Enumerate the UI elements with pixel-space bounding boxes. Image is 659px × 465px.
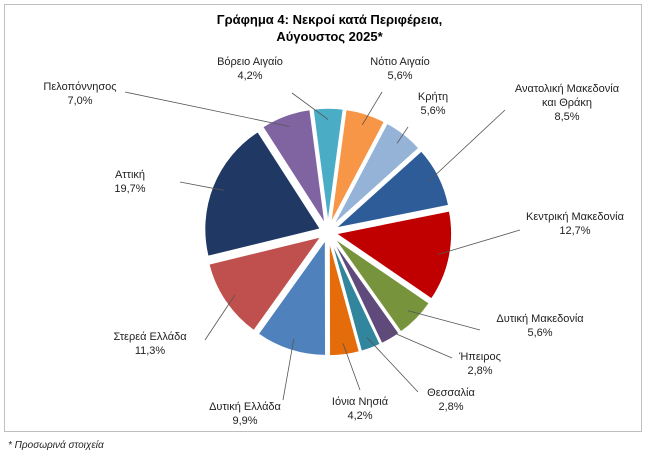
label-name: Αττική (114, 169, 146, 181)
label-name: Δυτική Μακεδονία (496, 313, 584, 325)
leader-line (366, 337, 419, 393)
leader-line (396, 126, 409, 144)
pie-slice (257, 237, 327, 357)
label-name: Δυτική Ελλάδα (209, 401, 281, 413)
leader-line (282, 338, 295, 401)
leader-line (291, 92, 329, 120)
chart-title: Γράφημα 4: Νεκροί κατά Περιφέρεια, (216, 12, 443, 27)
pie-slice (333, 236, 431, 334)
label-name: Νότιο Αιγαίο (370, 56, 430, 68)
pie-slice (332, 122, 421, 227)
data-label: Κρήτη 5,6% (403, 90, 463, 118)
chart-frame (4, 4, 642, 432)
pie-slice (330, 239, 382, 353)
label-name: Πελοπόννησος (43, 81, 117, 93)
label-value: 5,6% (527, 327, 553, 339)
pie-slice (207, 235, 324, 332)
data-label: Ανατολική Μακεδονία και Θράκη 8,5% (512, 82, 622, 124)
label-value: 12,7% (559, 225, 591, 237)
leader-line (438, 229, 521, 255)
label-name: Ιόνια Νησιά (331, 396, 389, 408)
data-label: Δυτική Ελλάδα 9,9% (200, 400, 290, 428)
data-label: Νότιο Αιγαίο 5,6% (345, 55, 455, 83)
pie-slice (328, 239, 361, 357)
label-value: 11,3% (134, 345, 166, 357)
chart-subtitle: Αύγουστος 2025* (276, 29, 383, 44)
data-label: Στερεά Ελλάδα 11,3% (100, 330, 200, 358)
leader-line (124, 91, 290, 127)
label-value: 9,9% (232, 415, 258, 427)
label-name: Κεντρική Μακεδονία (526, 211, 624, 223)
data-label: Αττική 19,7% (95, 168, 165, 196)
data-label: Κεντρική Μακεδονία 12,7% (510, 210, 640, 238)
label-value: 8,5% (554, 111, 580, 123)
pie-slice (261, 108, 326, 225)
pie-slice (333, 209, 453, 301)
leader-line (361, 91, 383, 126)
leader-line (179, 181, 224, 191)
leader-line (384, 328, 453, 359)
pie-slice (331, 238, 401, 345)
data-label: Πελοπόννησος 7,0% (30, 80, 130, 108)
leader-line (204, 294, 236, 341)
leader-line (408, 310, 481, 331)
label-value: 5,6% (420, 105, 446, 117)
data-label: Βόρειο Αιγαίο 4,2% (195, 55, 305, 83)
label-name: Ανατολική Μακεδονία και Θράκη (514, 83, 620, 109)
label-name: Ήπειρος (459, 351, 501, 363)
data-label: Ιόνια Νησιά 4,2% (320, 395, 400, 423)
label-name: Στερεά Ελλάδα (113, 331, 187, 343)
data-label: Θεσσαλία 2,8% (416, 386, 486, 414)
label-name: Θεσσαλία (427, 387, 475, 399)
label-value: 7,0% (67, 95, 93, 107)
label-value: 2,8% (467, 365, 493, 377)
label-name: Βόρειο Αιγαίο (217, 56, 283, 68)
leader-line (428, 109, 506, 182)
label-value: 19,7% (114, 183, 146, 195)
leader-line (342, 343, 361, 391)
label-value: 4,2% (347, 410, 373, 422)
pie-slice (312, 107, 345, 225)
pie-slice (332, 149, 450, 230)
data-label: Δυτική Μακεδονία 5,6% (480, 312, 600, 340)
label-value: 4,2% (237, 70, 263, 82)
pie-slice (203, 130, 322, 258)
pie-slice (329, 108, 386, 225)
label-value: 2,8% (438, 401, 464, 413)
data-label: Ήπειρος 2,8% (450, 350, 510, 378)
label-value: 5,6% (387, 70, 413, 82)
footnote: * Προσωρινά στοιχεία (8, 440, 104, 451)
label-name: Κρήτη (417, 91, 449, 103)
